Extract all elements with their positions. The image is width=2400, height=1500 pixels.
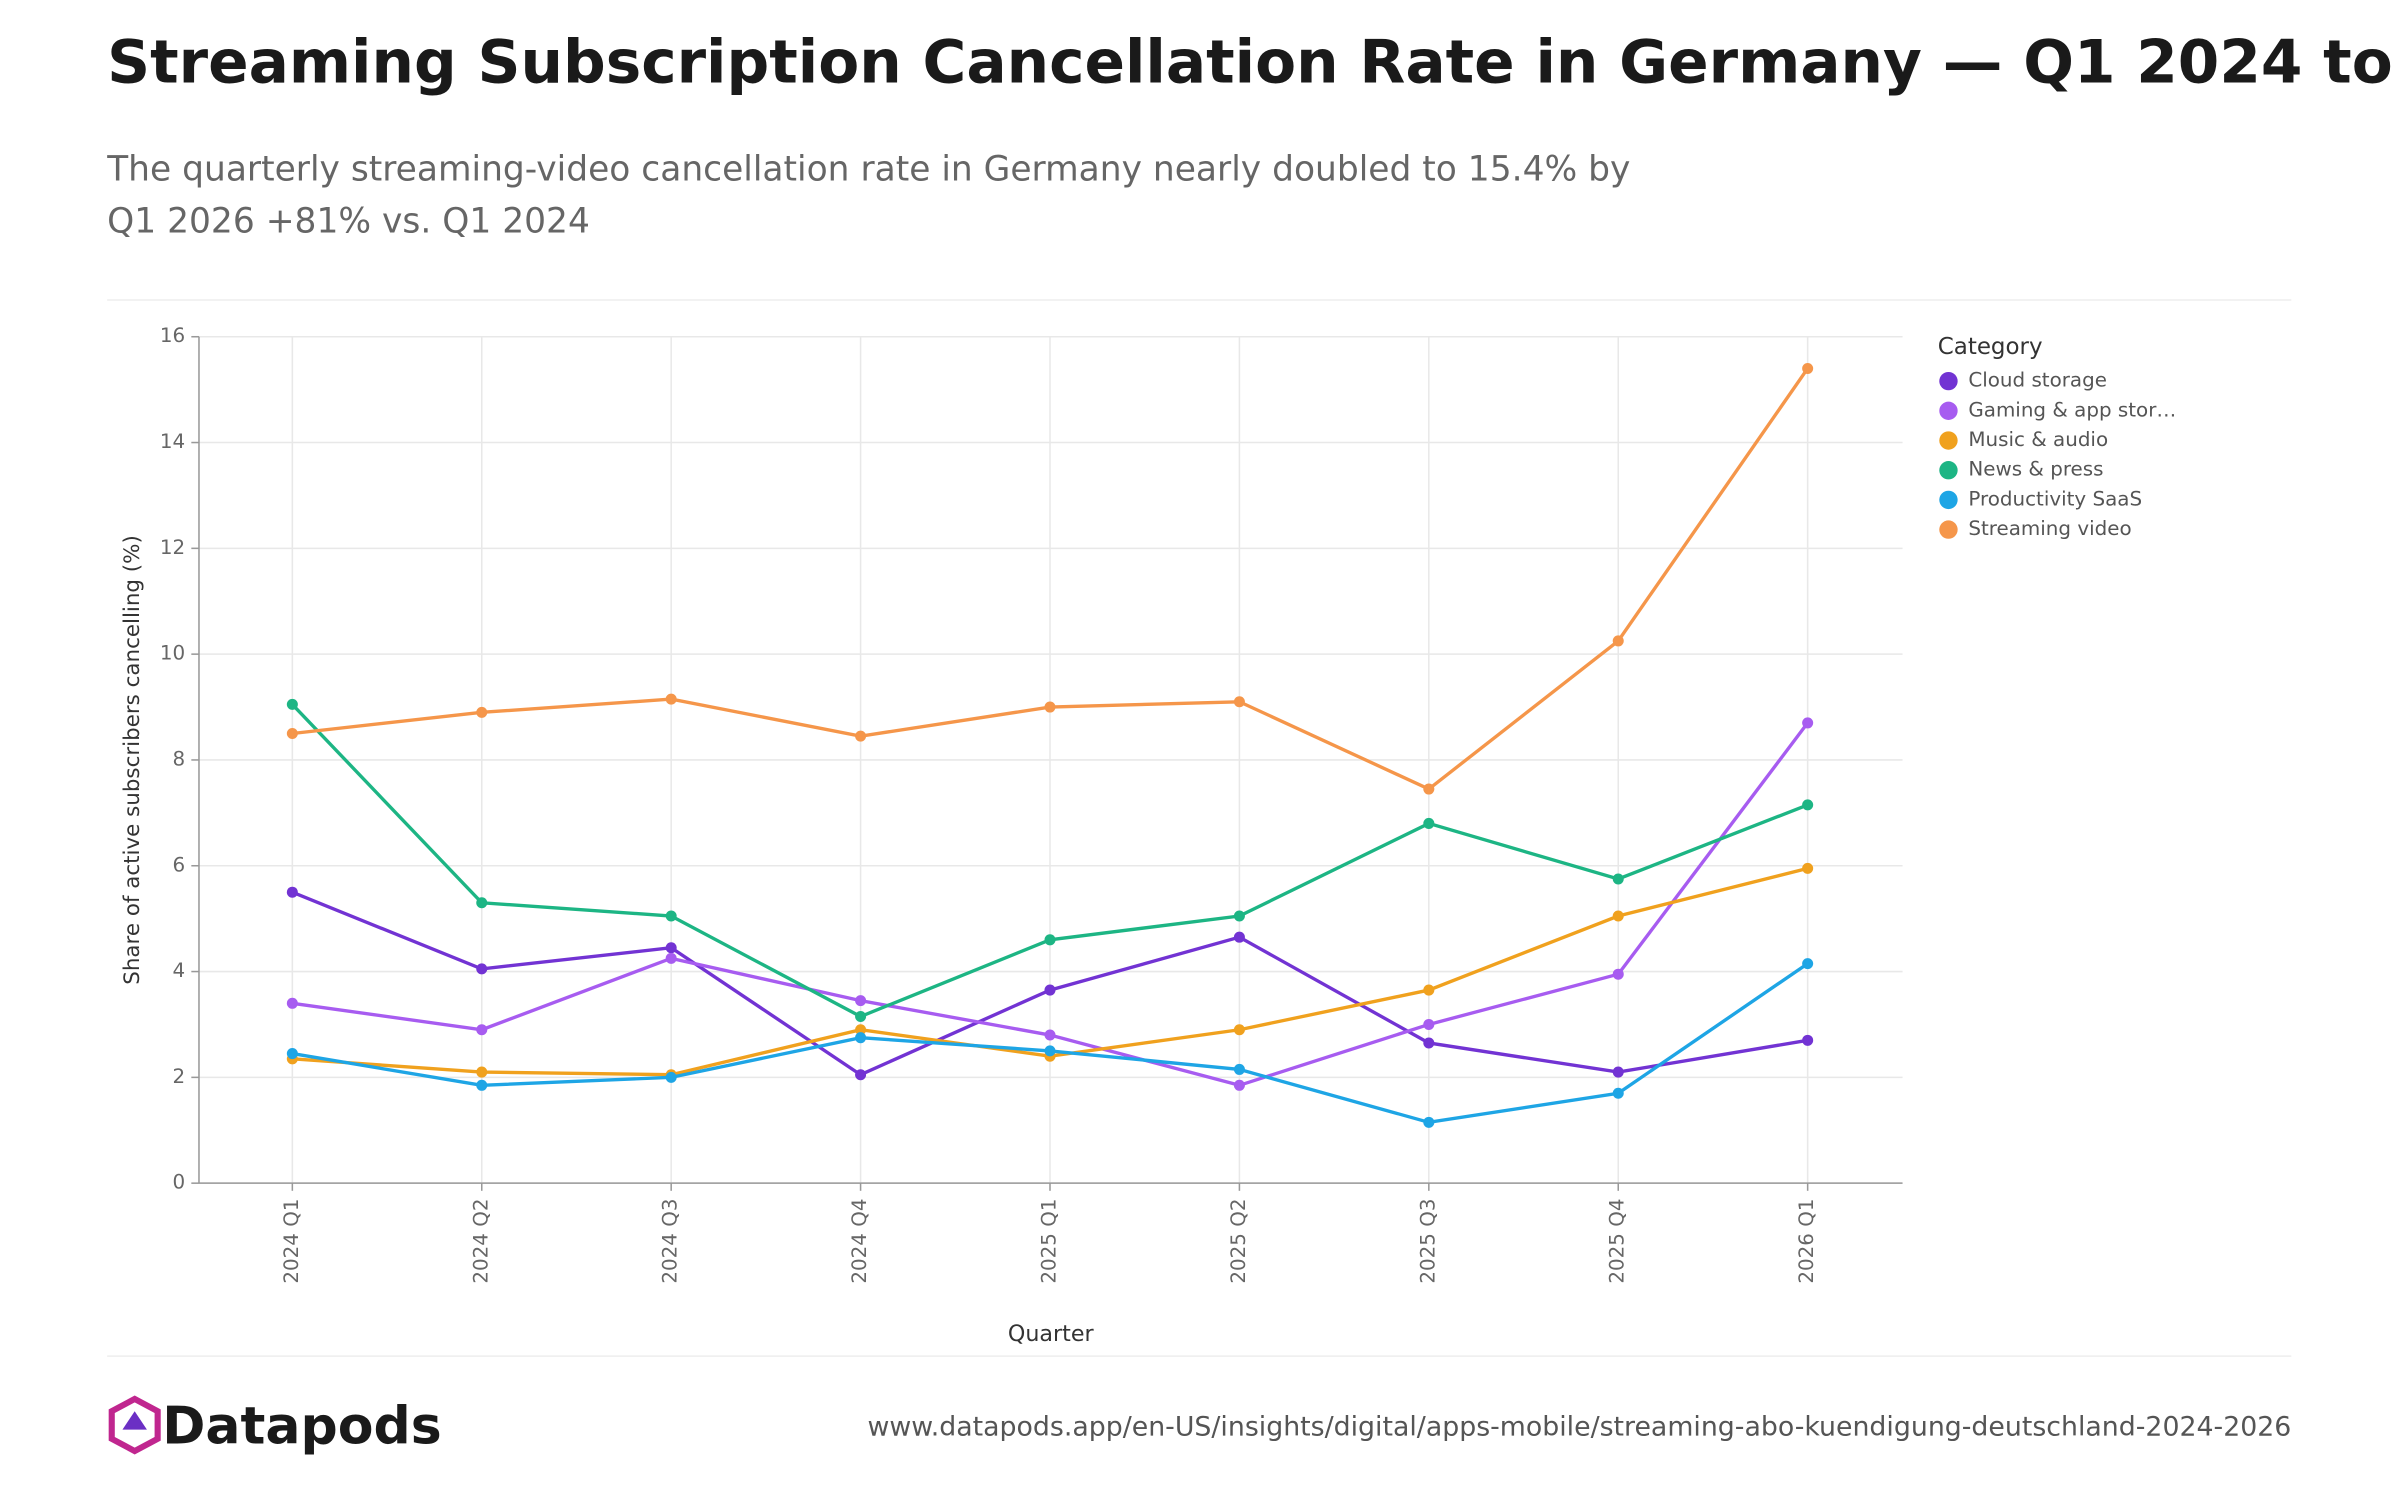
data-point (286, 698, 298, 710)
data-point (855, 730, 867, 742)
x-tick-label: 2025 Q1 (1038, 1198, 1061, 1283)
logo-text: Datapods (162, 1397, 442, 1457)
legend-marker (1939, 371, 1958, 391)
x-tick-label: 2024 Q1 (280, 1198, 303, 1283)
data-point (1233, 1063, 1245, 1075)
data-point (665, 693, 677, 705)
data-point (665, 1071, 677, 1083)
logo-icon (108, 1395, 161, 1455)
data-point (855, 1032, 867, 1044)
data-point (1802, 362, 1814, 374)
data-point (1423, 1018, 1435, 1030)
data-point (476, 706, 488, 718)
legend-label: Gaming & app stor… (1968, 398, 2176, 421)
subtitle-box: The quarterly streaming-video cancellati… (107, 150, 1631, 242)
legend-marker (1939, 490, 1958, 510)
x-tick-label: 2025 Q3 (1416, 1198, 1439, 1283)
y-tick-label: 14 (160, 430, 185, 453)
legend-label: Music & audio (1968, 428, 2108, 451)
data-point (1612, 1066, 1624, 1078)
legend-marker (1939, 520, 1958, 539)
y-axis-title: Share of active subscribers cancelling (… (120, 535, 145, 985)
data-point (1802, 862, 1814, 874)
y-tick-label: 8 (173, 747, 186, 770)
legend-label: Cloud storage (1968, 369, 2107, 392)
x-tick-label: 2024 Q2 (469, 1198, 492, 1283)
data-point (1612, 910, 1624, 922)
legend-label: News & press (1968, 458, 2103, 481)
legend-marker (1939, 431, 1958, 450)
legend-label: Productivity SaaS (1968, 487, 2142, 510)
data-point (855, 1011, 867, 1023)
y-tick-label: 0 (173, 1171, 186, 1194)
data-point (1802, 717, 1814, 729)
data-point (1233, 1024, 1245, 1036)
data-point (1233, 696, 1245, 708)
data-point (1612, 968, 1624, 980)
data-point (1423, 817, 1435, 829)
x-tick-label: 2025 Q4 (1606, 1198, 1629, 1283)
y-tick-label: 16 (160, 324, 185, 347)
data-point (1802, 1034, 1814, 1046)
data-point (476, 1066, 488, 1078)
data-point (1044, 984, 1056, 996)
data-point (1423, 1116, 1435, 1128)
y-tick-label: 12 (160, 536, 185, 559)
data-point (476, 963, 488, 975)
data-point (476, 1024, 488, 1036)
legend-marker (1939, 461, 1958, 480)
data-point (1612, 1087, 1624, 1099)
data-point (665, 952, 677, 964)
data-point (1233, 931, 1245, 943)
data-point (855, 1069, 867, 1081)
data-point (1802, 799, 1814, 811)
data-point (1423, 1037, 1435, 1049)
data-point (286, 727, 298, 740)
chart-title: Streaming Subscription Cancellation Rate… (107, 28, 2400, 97)
data-point (286, 997, 298, 1009)
data-point (1423, 783, 1435, 795)
data-point (1044, 934, 1056, 946)
data-point (1612, 635, 1624, 647)
data-point (665, 910, 677, 922)
x-tick-label: 2024 Q3 (659, 1198, 682, 1283)
data-point (855, 995, 867, 1007)
data-point (1044, 1029, 1056, 1041)
data-point (286, 886, 298, 898)
legend-marker (1939, 401, 1958, 420)
data-point (476, 897, 488, 909)
x-tick-label: 2026 Q1 (1795, 1198, 1818, 1283)
data-point (1612, 873, 1624, 885)
data-point (286, 1048, 298, 1060)
data-point (1802, 958, 1814, 970)
data-point (1233, 1079, 1245, 1091)
x-tick-label: 2025 Q2 (1227, 1198, 1250, 1283)
y-tick-label: 10 (160, 642, 185, 665)
data-point (1044, 701, 1056, 713)
y-tick-label: 2 (173, 1065, 186, 1088)
data-point (1423, 984, 1435, 996)
x-axis-title: Quarter (1008, 1321, 1095, 1347)
data-point (665, 942, 677, 954)
legend-label: Streaming video (1968, 517, 2131, 540)
data-point (1044, 1045, 1056, 1057)
y-tick-label: 4 (173, 959, 186, 982)
data-point (1233, 910, 1245, 922)
source-url: www.datapods.app/en-US/insights/digital/… (868, 1412, 2292, 1443)
y-tick-label: 6 (173, 853, 186, 876)
subtitle: The quarterly streaming-video cancellati… (107, 150, 1631, 242)
data-point (855, 1024, 867, 1036)
data-point (476, 1079, 488, 1091)
x-tick-label: 2024 Q4 (848, 1198, 871, 1283)
legend-title: Category (1938, 334, 2043, 360)
